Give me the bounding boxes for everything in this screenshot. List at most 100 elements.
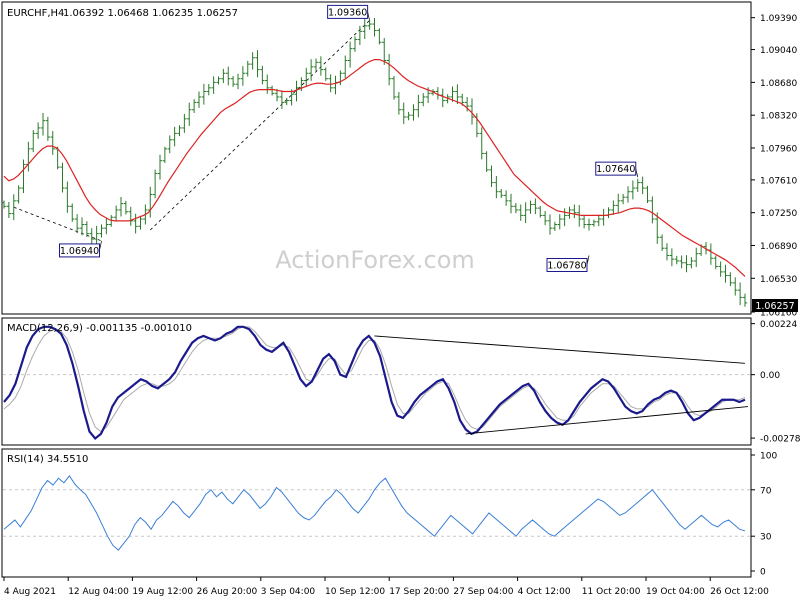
price-bar	[284, 97, 289, 106]
macd-panel-frame	[1, 317, 752, 446]
price-bar	[133, 213, 138, 234]
price-bar	[50, 131, 55, 155]
price-bar	[318, 56, 324, 76]
price-bar	[89, 228, 94, 245]
time-tick-label: 27 Sep 04:00	[453, 587, 513, 597]
time-tick-label: 4 Oct 12:00	[518, 587, 571, 597]
price-tick-label: 1.07250	[760, 209, 797, 219]
price-bar	[308, 59, 314, 81]
rsi-line	[3, 475, 746, 551]
price-bar	[201, 83, 207, 105]
time-tick-label: 26 Oct 12:00	[710, 587, 769, 597]
price-bar	[216, 76, 221, 85]
price-bar	[694, 247, 699, 267]
macd-title: MACD(12,26,9) -0.001135 -0.001010	[7, 323, 192, 334]
time-tick-label: 12 Aug 04:00	[68, 587, 129, 597]
price-bar	[562, 208, 567, 227]
chart-title: EURCHF,H4	[7, 8, 64, 19]
time-tick-label: 4 Aug 2021	[4, 587, 56, 597]
price-bar	[382, 37, 387, 65]
price-bar	[31, 130, 36, 153]
watermark: ActionForex.com	[275, 246, 475, 274]
annotation-box	[595, 161, 637, 176]
price-bar	[191, 99, 197, 113]
price-bar	[557, 214, 562, 230]
sma-line	[3, 58, 746, 277]
price-bar	[211, 76, 216, 94]
price-bar	[99, 224, 104, 238]
price-bar	[35, 122, 41, 139]
price-bar	[269, 85, 275, 96]
price-tick-label: 1.06890	[760, 242, 797, 252]
price-bar	[157, 154, 163, 180]
price-bar	[542, 211, 548, 226]
price-bar	[469, 98, 475, 125]
price-bar	[406, 111, 411, 121]
price-bar	[123, 200, 129, 215]
price-bar	[45, 116, 51, 141]
macd-main-line	[3, 325, 746, 440]
price-bar	[655, 212, 660, 244]
price-bar	[630, 180, 636, 200]
price-bar	[728, 272, 733, 287]
price-panel: ActionForex.com 1.09360 1.06940 1.06780 1.0…	[1, 1, 798, 319]
price-bar	[547, 214, 553, 235]
price-annotation: 1.06780	[546, 255, 590, 273]
price-bar	[528, 200, 533, 214]
price-axis: 1.09390 1.09040 1.08680 1.08320 1.07960 1.076…	[751, 14, 797, 319]
annotation-label: 1.09360	[328, 7, 367, 18]
price-bar	[167, 135, 172, 154]
price-bar	[274, 88, 280, 102]
time-tick-label: 3 Sep 04:00	[261, 587, 316, 597]
price-bar	[499, 188, 504, 199]
price-bar	[196, 91, 202, 108]
current-price-marker: 1.06257	[752, 299, 798, 312]
price-bar	[581, 215, 587, 229]
price-bar	[659, 234, 665, 251]
price-bar	[586, 218, 592, 231]
price-bar	[640, 176, 645, 195]
price-bar	[113, 205, 119, 222]
price-bar	[494, 176, 499, 199]
price-bar	[733, 277, 738, 296]
macd-trendlines	[374, 335, 749, 435]
price-bar	[533, 198, 538, 215]
price-annotations: 1.09360 1.06940 1.06780 1.07640	[59, 4, 639, 273]
price-bar	[718, 261, 723, 277]
macd-panel: MACD(12,26,9) -0.001135 -0.001010 0.0022…	[1, 317, 800, 446]
price-bar	[1, 200, 7, 209]
price-bar	[245, 60, 250, 77]
price-bar	[401, 102, 406, 125]
price-annotation: 1.09360	[327, 4, 370, 21]
price-bar	[503, 190, 509, 206]
price-bar	[411, 104, 416, 121]
time-tick-label: 26 Aug 20:00	[197, 587, 258, 597]
price-bar	[118, 197, 124, 217]
annotation-box	[546, 258, 588, 273]
annotation-box	[327, 4, 369, 19]
price-bar	[182, 113, 187, 133]
time-axis: 4 Aug 2021 12 Aug 04:00 19 Aug 12:00 26 Aug…	[3, 577, 769, 597]
time-tick-label: 19 Aug 12:00	[132, 587, 193, 597]
price-bar	[323, 67, 328, 81]
price-bar	[304, 67, 309, 87]
price-tick-label: 1.07610	[760, 176, 797, 186]
time-tick-label: 19 Oct 04:00	[646, 587, 705, 597]
price-annotation: 1.06940	[59, 240, 102, 258]
price-bar	[128, 206, 133, 226]
price-bar	[265, 74, 270, 94]
price-bar	[455, 84, 460, 105]
price-bar	[260, 65, 265, 85]
price-bar	[79, 217, 85, 236]
annotation-box	[59, 243, 100, 258]
price-bar	[255, 50, 260, 78]
rsi-axis: 100 70 30 0	[751, 452, 777, 578]
price-tick-label: 1.09040	[760, 46, 797, 56]
price-bar	[279, 90, 285, 109]
price-tick-label: 1.06160	[760, 309, 797, 319]
price-bar	[674, 255, 679, 265]
price-bar	[577, 205, 582, 227]
price-bar	[104, 218, 109, 235]
